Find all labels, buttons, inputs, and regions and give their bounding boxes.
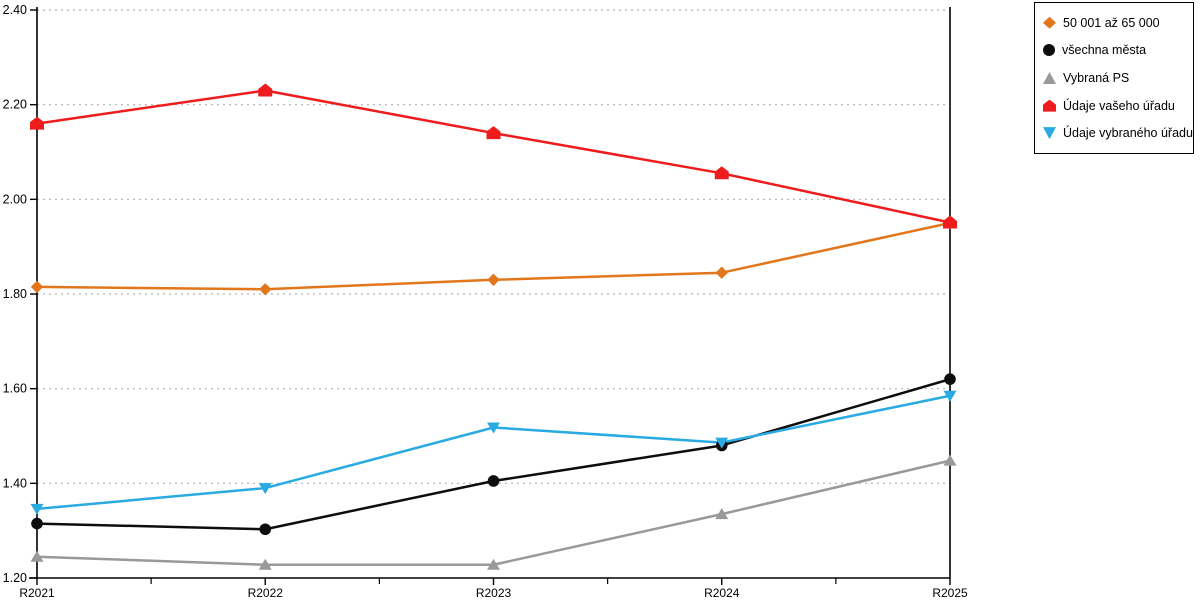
triangle-up-icon [943, 454, 957, 466]
legend-item-1: všechna města [1043, 43, 1185, 57]
pentagon-icon [1043, 99, 1056, 112]
triangle-up-icon [715, 508, 729, 520]
pentagon-icon [258, 83, 273, 97]
x-tick-label: R2025 [932, 586, 968, 600]
triangle-down-icon [1043, 127, 1056, 140]
series-line [35, 377, 952, 531]
legend-item-3: Údaje vašeho úřadu [1043, 99, 1185, 113]
triangle-up-icon [30, 550, 44, 562]
pentagon-icon [714, 166, 729, 180]
diamond-icon [487, 273, 500, 286]
pentagon-icon [30, 116, 44, 130]
triangle-down-icon [715, 437, 729, 449]
y-tick-label: 2.20 [3, 98, 27, 112]
diamond-icon [30, 280, 44, 294]
circle-icon [487, 475, 500, 487]
diamond-icon [1043, 16, 1056, 29]
y-tick-label: 2.00 [3, 192, 27, 206]
legend-item-4: Údaje vybraného úřadu [1043, 126, 1193, 140]
legend-item-label: Vybraná PS [1063, 70, 1130, 85]
triangle-up-icon [487, 558, 500, 570]
x-tick-label: R2021 [19, 586, 55, 600]
triangle-up-icon [258, 558, 272, 570]
triangle-down-icon [258, 483, 272, 495]
legend: 50 001 až 65 000 všechna města Vybraná PS Ú… [1034, 2, 1194, 154]
legend-item-2: Vybraná PS [1043, 71, 1185, 85]
y-tick-label: 1.60 [3, 382, 27, 396]
circle-icon [1043, 44, 1055, 57]
triangle-down-icon [943, 390, 957, 402]
triangle-up-icon [1043, 71, 1056, 84]
y-tick-label: 1.20 [3, 571, 27, 585]
x-tick-label: R2022 [248, 586, 284, 600]
diamond-icon [259, 283, 272, 296]
circle-icon [31, 517, 43, 530]
legend-item-0: 50 001 až 65 000 [1043, 16, 1185, 30]
x-tick-label: R2023 [476, 586, 512, 600]
legend-item-label: Údaje vašeho úřadu [1063, 98, 1175, 113]
x-tick-label: R2024 [704, 586, 740, 600]
diamond-icon [715, 266, 728, 279]
circle-icon [944, 373, 956, 386]
triangle-down-icon [487, 422, 500, 434]
y-tick-label: 1.40 [3, 476, 27, 490]
pentagon-icon [486, 126, 501, 140]
y-tick-label: 2.40 [3, 3, 27, 17]
legend-item-label: všechna města [1062, 43, 1147, 58]
legend-item-label: Údaje vybraného úřadu [1063, 126, 1193, 141]
circle-icon [259, 523, 272, 536]
legend-item-label: 50 001 až 65 000 [1063, 15, 1160, 30]
series-line [35, 89, 952, 224]
y-tick-label: 1.80 [3, 287, 27, 301]
triangle-down-icon [30, 503, 44, 515]
pentagon-icon [943, 215, 957, 229]
